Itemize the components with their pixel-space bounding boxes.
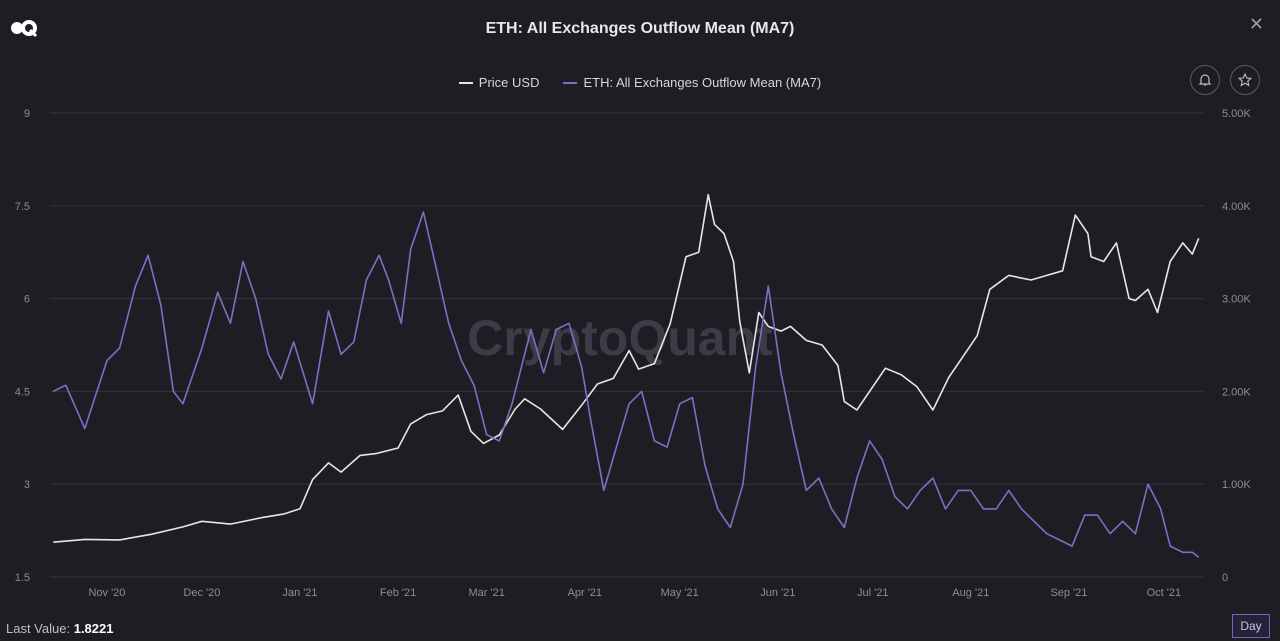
legend-item-price[interactable]: Price USD [458, 75, 540, 90]
bell-icon[interactable] [1190, 65, 1220, 95]
timeframe-day-button[interactable]: Day [1232, 614, 1270, 638]
x-tick-label: Nov '20 [88, 587, 125, 599]
legend: Price USD ETH: All Exchanges Outflow Mea… [0, 75, 1280, 90]
legend-label-outflow: ETH: All Exchanges Outflow Mean (MA7) [583, 75, 822, 90]
chart-title: ETH: All Exchanges Outflow Mean (MA7) [485, 20, 795, 37]
last-value-label: Last Value: [6, 621, 71, 636]
last-value: Last Value: 1.8221 [6, 621, 113, 636]
y-right-tick-label: 2.00K [1222, 386, 1251, 398]
y-left-tick-label: 1.5 [15, 572, 30, 584]
y-right-tick-label: 4.00K [1222, 201, 1251, 213]
y-right-tick-label: 3.00K [1222, 294, 1251, 306]
series-line-price [53, 193, 1200, 543]
cryptoquant-logo-icon [11, 20, 38, 38]
y-left-tick-label: 9 [24, 108, 30, 120]
close-icon[interactable]: ✕ [1248, 14, 1264, 34]
legend-label-price: Price USD [478, 75, 540, 90]
x-tick-label: Jun '21 [760, 587, 795, 599]
legend-swatch-price [458, 81, 473, 84]
y-left-tick-label: 3 [24, 479, 30, 491]
x-tick-label: Feb '21 [380, 587, 416, 599]
y-right-tick-label: 5.00K [1222, 108, 1251, 120]
last-value-number: 1.8221 [73, 621, 114, 636]
series-line-outflow [52, 211, 1200, 558]
y-left-tick-label: 4.5 [15, 386, 30, 398]
x-tick-label: Jul '21 [857, 587, 888, 599]
x-tick-label: Sep '21 [1050, 587, 1087, 599]
y-left-tick-label: 7.5 [15, 201, 30, 213]
y-right-tick-label: 1.00K [1222, 479, 1251, 491]
y-right-tick-label: 0 [1222, 572, 1228, 584]
star-icon[interactable] [1230, 65, 1260, 95]
x-tick-label: Oct '21 [1147, 587, 1182, 599]
x-tick-label: Dec '20 [183, 587, 220, 599]
x-tick-label: Aug '21 [952, 587, 989, 599]
x-tick-label: Jan '21 [282, 587, 317, 599]
x-tick-label: May '21 [661, 587, 699, 599]
watermark: CryptoQuant [467, 310, 773, 366]
legend-item-outflow[interactable]: ETH: All Exchanges Outflow Mean (MA7) [563, 75, 821, 90]
x-tick-label: Mar '21 [469, 587, 505, 599]
legend-swatch-outflow [563, 81, 578, 84]
y-left-tick-label: 6 [24, 294, 30, 306]
x-tick-label: Apr '21 [568, 587, 603, 599]
